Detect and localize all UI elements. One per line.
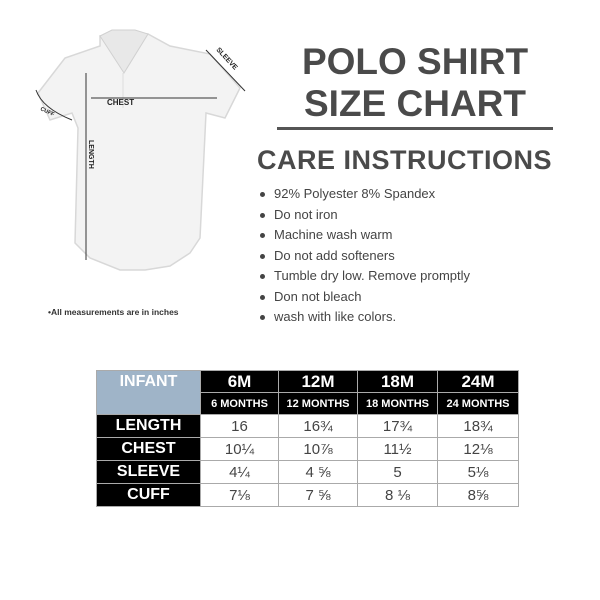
cuff-arrow xyxy=(35,89,73,121)
size-header: 24M xyxy=(437,370,519,393)
months-header: 24 MONTHS xyxy=(437,392,519,415)
cell: 8⅝ xyxy=(437,483,519,507)
chest-label: CHEST xyxy=(107,98,134,107)
cell: 7 ⅝ xyxy=(278,483,358,507)
table-row: SLEEVE 4¼ 4 ⅝ 5 5⅛ xyxy=(96,460,519,484)
months-header: 12 MONTHS xyxy=(278,392,358,415)
table-row: LENGTH 16 16¾ 17¾ 18¾ xyxy=(96,414,519,438)
title-divider xyxy=(277,127,553,130)
size-header: 12M xyxy=(278,370,358,393)
title-line1: POLO SHIRT xyxy=(301,41,529,82)
cell: 16 xyxy=(200,414,279,438)
care-item: Do not add softeners xyxy=(260,246,470,267)
care-item: Machine wash warm xyxy=(260,225,470,246)
months-header: 6 MONTHS xyxy=(200,392,279,415)
cell: 5 xyxy=(357,460,438,484)
cell: 8 ⅛ xyxy=(357,483,438,507)
size-header: 18M xyxy=(357,370,438,393)
table-row: CHEST 10¼ 10⅞ 11½ 12⅛ xyxy=(96,437,519,461)
months-header: 18 MONTHS xyxy=(357,392,438,415)
collar xyxy=(99,29,149,74)
measurement-note: •All measurements are in inches xyxy=(48,307,179,317)
row-label: CHEST xyxy=(96,437,201,461)
cell: 18¾ xyxy=(437,414,519,438)
cell: 17¾ xyxy=(357,414,438,438)
size-table: INFANT 6M 12M 18M 24M 6 MONTHS 12 MONTHS… xyxy=(96,370,519,507)
cuff-label: CUFF xyxy=(39,106,55,118)
cell: 12⅛ xyxy=(437,437,519,461)
size-header: 6M xyxy=(200,370,279,393)
infant-header: INFANT xyxy=(96,370,201,415)
care-item: Don not bleach xyxy=(260,287,470,308)
cell: 11½ xyxy=(357,437,438,461)
care-item: wash with like colors. xyxy=(260,307,470,328)
table-row: CUFF 7⅛ 7 ⅝ 8 ⅛ 8⅝ xyxy=(96,483,519,507)
cell: 4 ⅝ xyxy=(278,460,358,484)
care-heading: CARE INSTRUCTIONS xyxy=(257,145,553,175)
onesie-diagram: CHEST SLEEVE CUFF LENGTH xyxy=(35,29,246,271)
cell: 10⅞ xyxy=(278,437,358,461)
row-label: CUFF xyxy=(96,483,201,507)
onesie-shape xyxy=(37,33,241,271)
cell: 10¼ xyxy=(200,437,279,461)
care-list: 92% Polyester 8% Spandex Do not iron Mac… xyxy=(260,184,470,328)
title-line2: SIZE CHART xyxy=(304,83,526,124)
care-item: Do not iron xyxy=(260,205,470,226)
row-label: SLEEVE xyxy=(96,460,201,484)
cell: 16¾ xyxy=(278,414,358,438)
care-item: 92% Polyester 8% Spandex xyxy=(260,184,470,205)
cell: 5⅛ xyxy=(437,460,519,484)
care-item: Tumble dry low. Remove promptly xyxy=(260,266,470,287)
length-label: LENGTH xyxy=(87,140,94,169)
cell: 4¼ xyxy=(200,460,279,484)
cell: 7⅛ xyxy=(200,483,279,507)
row-label: LENGTH xyxy=(96,414,201,438)
sleeve-arrow xyxy=(205,49,246,92)
